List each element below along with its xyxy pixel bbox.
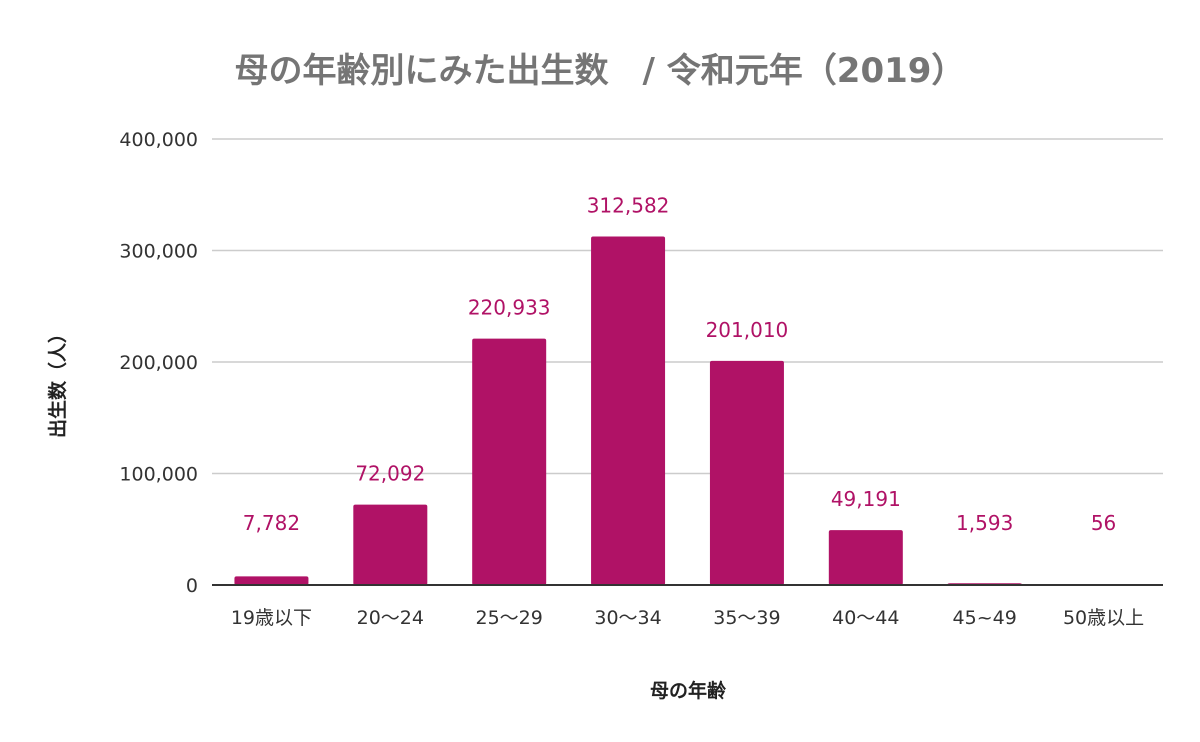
x-tick-label: 40～44 — [832, 607, 899, 629]
x-tick-label: 19歳以下 — [231, 607, 312, 629]
x-tick-label: 50歳以上 — [1063, 607, 1144, 629]
y-tick-label: 100,000 — [119, 464, 198, 486]
data-label: 312,582 — [587, 193, 670, 217]
bar — [591, 236, 666, 585]
data-label: 1,593 — [956, 511, 1013, 535]
data-label: 72,092 — [355, 462, 425, 486]
bar — [353, 504, 428, 585]
chart-title: 母の年齢別にみた出生数 / 令和元年（2019） — [235, 51, 966, 91]
bar — [234, 576, 309, 585]
y-axis-title: 出生数（人） — [46, 324, 69, 438]
x-axis-title: 母の年齢 — [650, 679, 727, 702]
y-tick-label: 0 — [186, 575, 198, 597]
data-label: 201,010 — [706, 318, 789, 342]
x-tick-label: 45~49 — [953, 607, 1017, 629]
bar — [709, 360, 784, 585]
data-label: 56 — [1091, 511, 1116, 535]
x-tick-label: 25～29 — [476, 607, 543, 629]
bar — [828, 530, 903, 585]
x-tick-label: 35～39 — [713, 607, 780, 629]
data-label: 220,933 — [468, 296, 551, 320]
data-label: 7,782 — [243, 511, 300, 535]
x-axis-tick-labels: 19歳以下 20～24 25～29 30～34 35～39 40～44 45~49 50歳以上 — [231, 607, 1144, 629]
data-labels: 7,782 72,092 220,933 312,582 201,010 49,191 1,… — [243, 193, 1116, 535]
y-tick-label: 400,000 — [119, 129, 198, 151]
y-tick-label: 300,000 — [119, 241, 198, 263]
x-tick-label: 20～24 — [357, 607, 424, 629]
bars — [234, 236, 1141, 585]
gridlines — [212, 138, 1163, 475]
data-label: 49,191 — [831, 487, 901, 511]
bar — [472, 338, 547, 585]
y-tick-label: 200,000 — [119, 352, 198, 374]
y-axis-tick-labels: 0 100,000 200,000 300,000 400,000 — [119, 129, 198, 597]
x-tick-label: 30～34 — [594, 607, 661, 629]
